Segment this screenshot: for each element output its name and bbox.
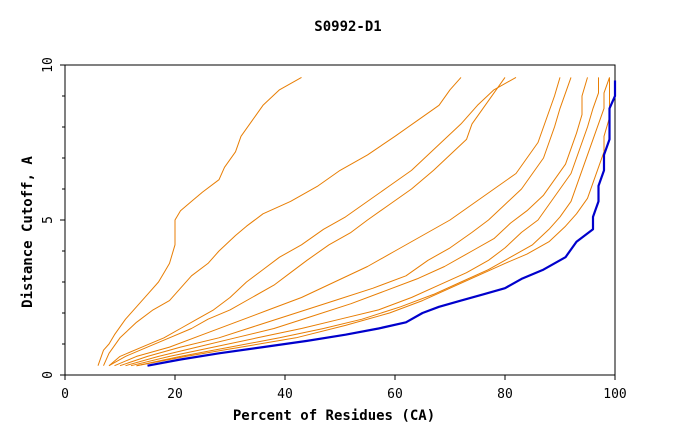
series-line-7 — [130, 77, 599, 367]
x-axis-label: Percent of Residues (CA) — [233, 408, 435, 424]
series-line-8 — [136, 77, 610, 367]
series-line-highlight — [147, 80, 617, 367]
y-tick-label-0: 0 — [41, 371, 56, 379]
x-tick-label-2: 40 — [277, 387, 293, 402]
chart-title: S0992-D1 — [314, 19, 381, 35]
x-tick-label-4: 80 — [497, 387, 513, 402]
series-line-0 — [97, 76, 302, 366]
x-tick-label-5: 100 — [603, 387, 626, 402]
y-axis-label: Distance Cutoff, A — [20, 156, 36, 308]
axes: 0 20 40 60 80 100 0 5 10 — [41, 57, 627, 402]
series-line-3 — [108, 77, 506, 367]
series-group — [97, 76, 617, 367]
series-line-2 — [108, 76, 517, 367]
series-line-4 — [114, 77, 561, 367]
series-line-5 — [119, 77, 572, 367]
x-tick-label-1: 20 — [167, 387, 183, 402]
x-tick-label-3: 60 — [387, 387, 403, 402]
series-line-6 — [125, 77, 588, 367]
x-tick-label-0: 0 — [61, 387, 69, 402]
series-line-1 — [103, 77, 462, 366]
series-line-9 — [136, 77, 610, 367]
y-tick-label-1: 5 — [41, 216, 56, 224]
y-tick-label-2: 10 — [41, 57, 56, 73]
